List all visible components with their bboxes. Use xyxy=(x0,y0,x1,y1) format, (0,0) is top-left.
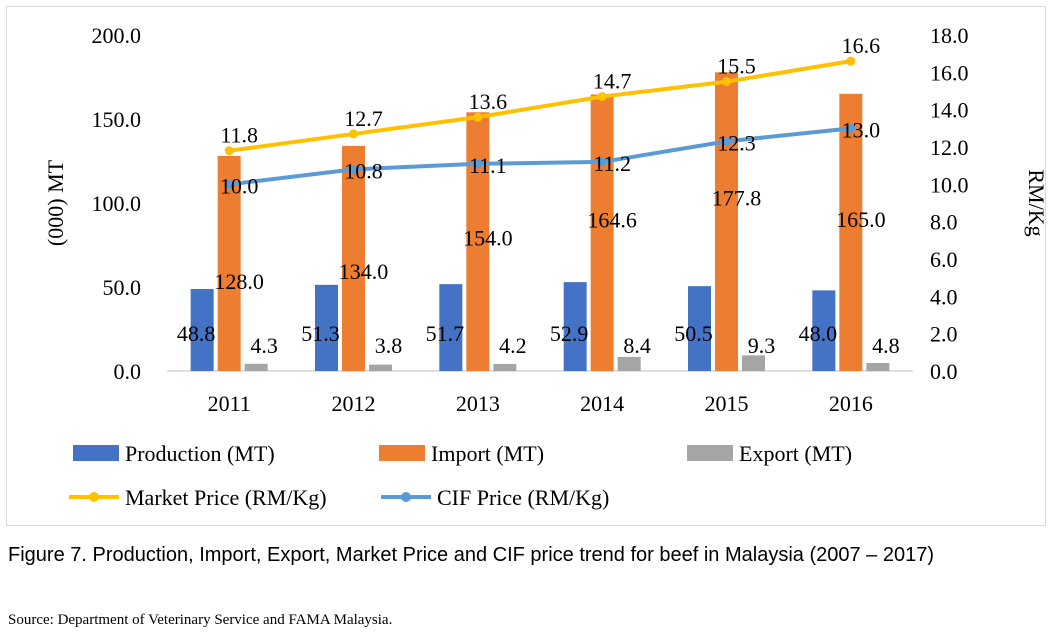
data-label-market-price: 14.7 xyxy=(593,69,632,94)
data-label-production: 48.0 xyxy=(799,321,838,346)
data-label-export: 3.8 xyxy=(375,333,403,358)
point-cif xyxy=(473,159,483,169)
figure-caption: Figure 7. Production, Import, Export, Ma… xyxy=(8,544,934,566)
legend-marker-market xyxy=(89,492,99,502)
data-label-import: 164.6 xyxy=(587,207,637,232)
y-axis-title: (000) MT xyxy=(43,159,68,246)
legend-label-cif: CIF Price (RM/Kg) xyxy=(437,485,609,510)
legend-marker-cif xyxy=(401,492,411,502)
bar-production xyxy=(688,286,711,371)
bar-import xyxy=(715,72,738,372)
point-cif xyxy=(722,136,731,146)
data-label-export: 4.3 xyxy=(250,333,278,358)
legend-swatch-export xyxy=(687,445,733,461)
y2-tick-label: 14.0 xyxy=(930,98,969,123)
x-tick-label: 2015 xyxy=(705,391,749,416)
data-label-cif-price: 11.2 xyxy=(593,151,631,176)
data-label-market-price: 12.7 xyxy=(344,106,383,131)
x-tick-label: 2014 xyxy=(580,391,624,416)
bar-production xyxy=(439,284,463,371)
x-tick-label: 2012 xyxy=(332,391,376,416)
x-tick-label: 2011 xyxy=(208,391,251,416)
legend-label-production: Production (MT) xyxy=(125,441,275,466)
bar-import xyxy=(217,155,241,371)
data-label-market-price: 11.8 xyxy=(220,123,258,148)
y2-tick-label: 8.0 xyxy=(930,210,958,235)
legend-label-market: Market Price (RM/Kg) xyxy=(125,485,327,510)
x-tick-label: 2013 xyxy=(456,391,500,416)
y-tick-label: 0.0 xyxy=(114,359,142,384)
point-market xyxy=(722,77,731,87)
point-market xyxy=(846,56,856,66)
data-label-export: 9.3 xyxy=(748,333,776,358)
bar-export xyxy=(369,364,392,371)
data-label-export: 8.4 xyxy=(623,333,651,358)
y2-tick-label: 2.0 xyxy=(930,322,958,347)
data-label-import: 165.0 xyxy=(836,207,886,232)
point-cif xyxy=(224,179,234,189)
bar-import xyxy=(590,94,614,372)
line-cif xyxy=(228,126,852,187)
y2-tick-label: 16.0 xyxy=(930,60,969,85)
data-label-import: 134.0 xyxy=(339,259,389,284)
data-label-production: 52.9 xyxy=(550,321,589,346)
point-cif xyxy=(349,164,358,174)
data-label-cif-price: 10.0 xyxy=(220,173,259,198)
data-label-cif-price: 12.3 xyxy=(717,130,756,155)
figure-source: Source: Department of Veterinary Service… xyxy=(8,612,393,628)
bar-export xyxy=(617,356,641,371)
bar-production xyxy=(812,290,836,371)
chart-frame: 0.0 50.0 100.0 150.0 200.0 0.0 2.0 4.0 6.0 8.0 10.… xyxy=(6,6,1047,526)
bar-production xyxy=(190,289,214,371)
y2-tick-label: 18.0 xyxy=(930,23,969,48)
data-label-import: 177.8 xyxy=(712,185,762,210)
bar-import xyxy=(342,145,365,371)
y2-tick-label: 12.0 xyxy=(930,135,969,160)
data-label-import: 154.0 xyxy=(463,225,513,250)
bar-export xyxy=(742,355,765,371)
bar-import xyxy=(839,93,863,372)
legend-label-import: Import (MT) xyxy=(431,441,544,466)
data-label-export: 4.8 xyxy=(872,333,900,358)
bar-production xyxy=(563,282,587,371)
legend-swatch-import xyxy=(379,445,425,461)
line-market xyxy=(228,59,852,153)
data-label-export: 4.2 xyxy=(499,333,527,358)
y-tick-label: 100.0 xyxy=(92,191,142,216)
data-label-cif-price: 10.8 xyxy=(344,158,383,183)
point-cif xyxy=(597,157,607,167)
y-tick-label: 50.0 xyxy=(103,275,142,300)
data-label-market-price: 13.6 xyxy=(469,89,508,114)
data-label-cif-price: 11.1 xyxy=(469,153,507,178)
y2-axis-title: RM/Kg xyxy=(1024,169,1047,236)
bar-export xyxy=(866,362,890,371)
bar-production xyxy=(315,284,338,371)
y-tick-label: 150.0 xyxy=(92,107,142,132)
data-label-production: 51.3 xyxy=(301,321,340,346)
y2-tick-label: 0.0 xyxy=(930,359,958,384)
data-label-production: 50.5 xyxy=(674,321,713,346)
data-label-import: 128.0 xyxy=(214,269,264,294)
data-label-market-price: 15.5 xyxy=(717,54,756,79)
data-label-market-price: 16.6 xyxy=(842,33,881,58)
y2-tick-label: 10.0 xyxy=(930,172,969,197)
legend-label-export: Export (MT) xyxy=(739,441,852,466)
y2-tick-label: 4.0 xyxy=(930,284,958,309)
combo-chart: 0.0 50.0 100.0 150.0 200.0 0.0 2.0 4.0 6.0 8.0 10.… xyxy=(43,23,1047,510)
bar-export xyxy=(244,363,268,371)
point-market xyxy=(349,129,358,139)
point-market xyxy=(597,92,607,102)
point-cif xyxy=(846,123,856,133)
data-label-production: 51.7 xyxy=(426,321,465,346)
data-label-cif-price: 13.0 xyxy=(842,117,881,142)
legend-swatch-production xyxy=(73,445,119,461)
x-tick-label: 2016 xyxy=(829,391,873,416)
y2-tick-label: 6.0 xyxy=(930,247,958,272)
point-market xyxy=(473,112,483,122)
data-label-production: 48.8 xyxy=(177,321,216,346)
y-tick-label: 200.0 xyxy=(92,23,142,48)
point-market xyxy=(224,146,234,156)
bar-export xyxy=(493,363,517,371)
bar-import xyxy=(466,112,490,371)
